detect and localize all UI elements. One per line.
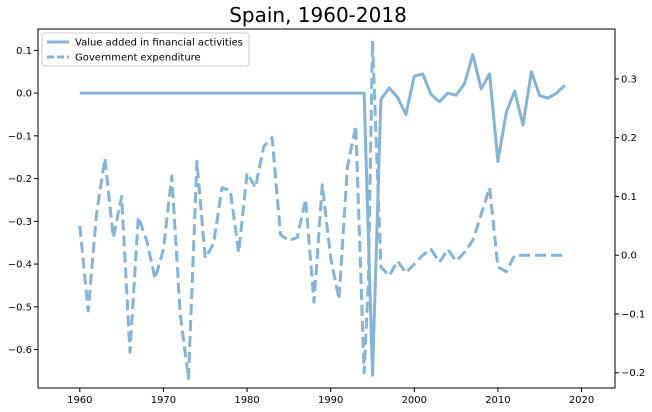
legend-box <box>41 32 250 67</box>
y-left-tick-label: −0.4 <box>8 260 32 271</box>
axes-frame <box>37 28 616 389</box>
y-left-tick-label: −0.5 <box>8 302 32 313</box>
x-tick-label: 1970 <box>151 395 176 406</box>
y-right-tick-label: 0.1 <box>621 192 637 203</box>
y-right-tick-label: 0.2 <box>621 133 637 144</box>
chart-title: Spain, 1960-2018 <box>229 3 407 27</box>
y-right-tick-label: 0.0 <box>621 251 637 262</box>
y-left-tick-label: 0.0 <box>16 89 32 100</box>
axes: 1960 1970 1980 1990 2000 2010 2020 0.1 0.0 −0.1 −0… <box>8 28 645 406</box>
y-left-tick-label: −0.6 <box>8 345 32 356</box>
x-tick-label: 2000 <box>402 395 427 406</box>
x-tick-label: 1980 <box>234 395 259 406</box>
x-tick-label: 2020 <box>569 395 594 406</box>
y-left-tick-label: −0.1 <box>8 131 32 142</box>
x-tick-label: 2010 <box>485 395 510 406</box>
y-left-tick-label: −0.3 <box>8 217 32 228</box>
x-tick-label: 1990 <box>318 395 343 406</box>
x-tick-label: 1960 <box>67 395 92 406</box>
legend-label-2: Government expenditure <box>75 53 201 64</box>
legend: Value added in financial activities Gover… <box>41 32 250 67</box>
plot-area <box>78 39 566 381</box>
y-left-tick-label: −0.2 <box>8 174 32 185</box>
series-line-2 <box>78 39 565 381</box>
y-right-tick-label: −0.1 <box>621 309 645 320</box>
y-right-tick-label: −0.2 <box>621 368 645 379</box>
series-line-1 <box>79 53 566 377</box>
legend-label-1: Value added in financial activities <box>75 38 243 49</box>
y-right-tick-label: 0.3 <box>621 74 637 85</box>
y-left-tick-label: 0.1 <box>16 46 32 57</box>
